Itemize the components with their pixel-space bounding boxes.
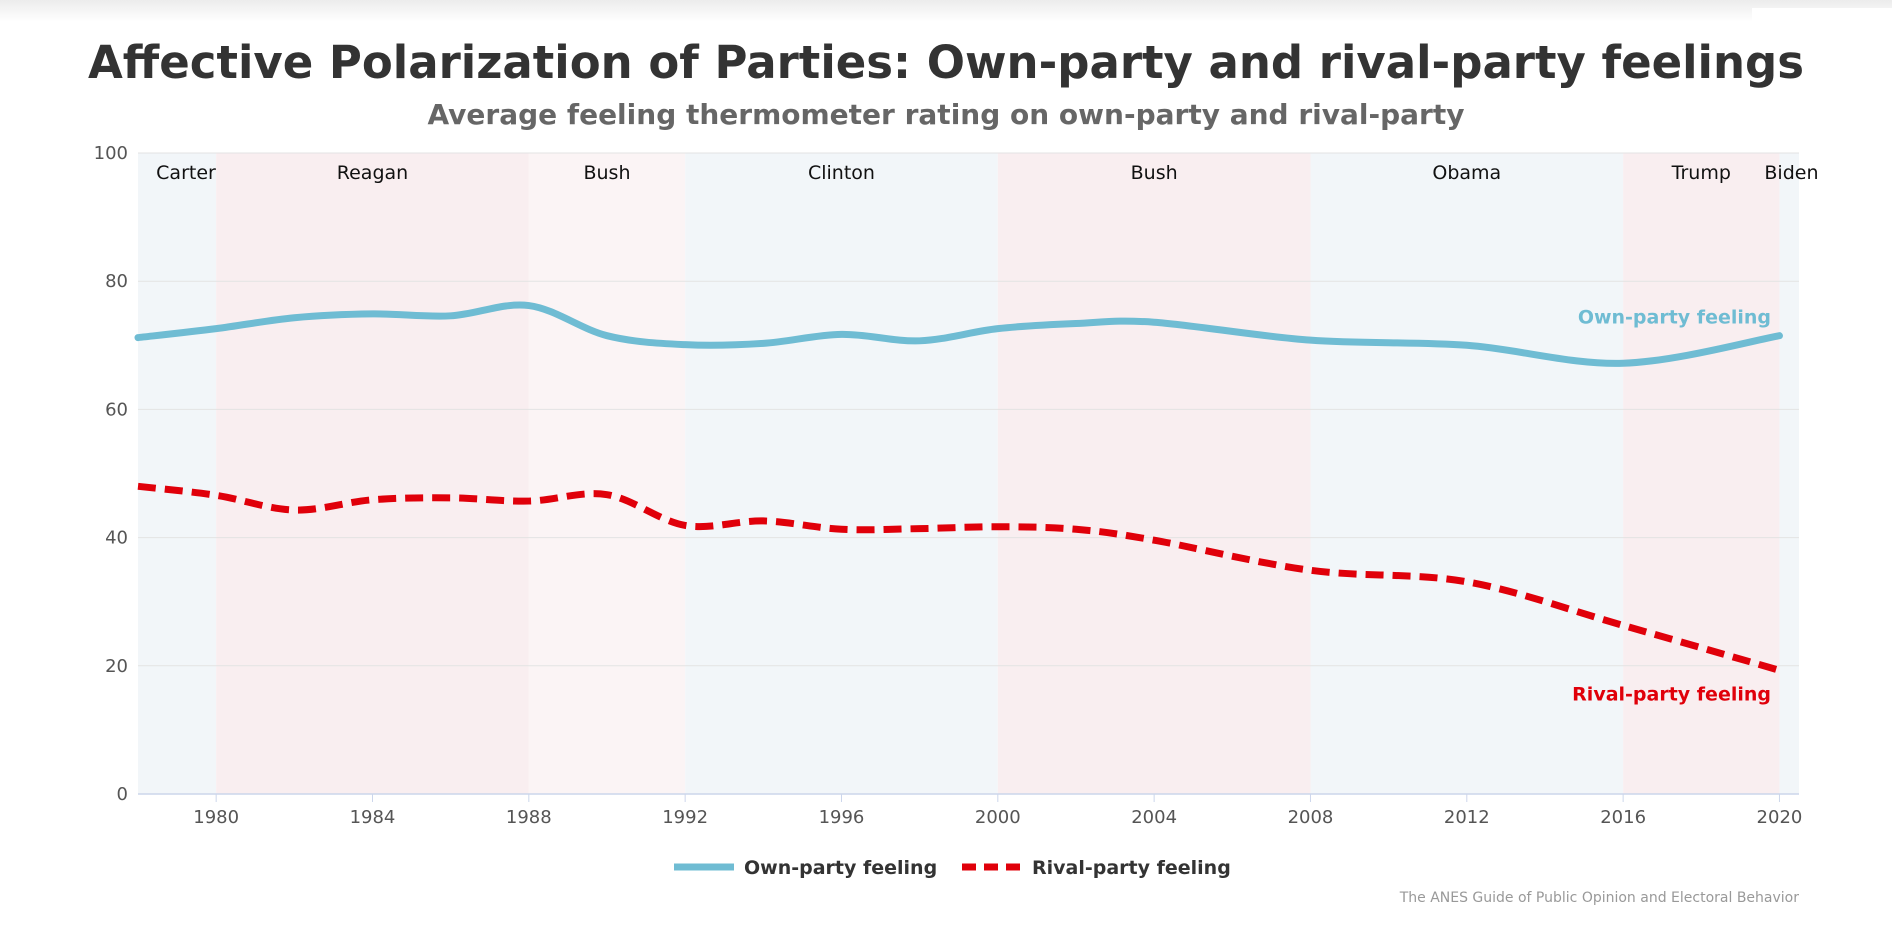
data-point-own-1978[interactable] (135, 335, 141, 341)
data-point-rival-1998[interactable] (917, 526, 923, 532)
data-point-rival-2008[interactable] (1307, 567, 1313, 573)
presidency-labels: Carter Reagan Bush Clinton Bush Obama Trump Bid… (156, 162, 1818, 184)
presidency-band-carter (138, 153, 217, 794)
presidency-label-reagan: Reagan (337, 162, 408, 184)
data-point-rival-1996[interactable] (838, 526, 844, 532)
data-point-own-1984[interactable] (369, 311, 375, 317)
legend-item-own-party[interactable]: Own-party feeling (674, 857, 937, 879)
data-point-rival-2020[interactable] (1776, 667, 1782, 673)
x-tick-label: 1996 (819, 807, 865, 828)
data-point-own-1996[interactable] (838, 331, 844, 337)
y-tick-label: 40 (105, 528, 128, 549)
x-tick-label: 1988 (506, 807, 552, 828)
data-point-rival-2004[interactable] (1151, 537, 1157, 543)
series-end-label-own-party: Own-party feeling (1578, 307, 1771, 329)
legend-own-party-label: Own-party feeling (744, 857, 937, 879)
y-tick-label: 0 (117, 784, 128, 805)
series-line-rival-party[interactable] (137, 482, 1781, 674)
x-tick-label: 2004 (1131, 807, 1177, 828)
data-point-own-1982[interactable] (291, 315, 297, 321)
data-point-own-1998[interactable] (917, 338, 923, 344)
presidency-band-clinton (685, 153, 998, 794)
x-tick-label: 2008 (1288, 807, 1334, 828)
data-point-rival-1994[interactable] (760, 518, 766, 524)
data-point-rival-2012[interactable] (1464, 579, 1470, 585)
data-point-own-1988[interactable] (526, 303, 532, 309)
data-point-rival-1986[interactable] (448, 495, 454, 501)
legend-item-rival-party[interactable]: Rival-party feeling (962, 857, 1231, 879)
presidency-band-bush (528, 153, 686, 794)
x-tick-label: 2016 (1600, 807, 1646, 828)
data-point-rival-1990[interactable] (604, 492, 610, 498)
presidency-band-obama (1310, 153, 1624, 794)
series-end-label-rival-party: Rival-party feeling (1572, 683, 1771, 705)
legend-rival-party-label: Rival-party feeling (1032, 857, 1231, 879)
data-point-own-1992[interactable] (682, 342, 688, 348)
corner-panel (1752, 8, 1892, 38)
presidency-label-bush: Bush (1131, 162, 1178, 184)
chart-subtitle: Average feeling thermometer rating on ow… (428, 98, 1465, 131)
presidency-band-biden (1779, 153, 1799, 794)
data-point-rival-1984[interactable] (369, 497, 375, 503)
x-tick-label: 1980 (193, 807, 239, 828)
presidency-label-carter: Carter (156, 162, 216, 184)
data-point-own-1986[interactable] (448, 313, 454, 319)
top-shadow-bar (0, 0, 1892, 22)
data-point-rival-2016[interactable] (1620, 622, 1626, 628)
data-point-rival-1980[interactable] (213, 492, 219, 498)
data-point-own-1980[interactable] (213, 326, 219, 332)
data-point-own-2002[interactable] (1073, 321, 1079, 327)
x-tick-label: 1992 (662, 807, 708, 828)
data-point-own-1990[interactable] (604, 333, 610, 339)
chart-credit[interactable]: The ANES Guide of Public Opinion and Ele… (1399, 890, 1800, 906)
data-point-rival-2002[interactable] (1073, 526, 1079, 532)
presidency-label-clinton: Clinton (808, 162, 875, 184)
y-tick-label: 60 (105, 399, 128, 420)
data-point-own-2000[interactable] (995, 326, 1001, 332)
data-point-own-2008[interactable] (1307, 337, 1313, 343)
data-point-rival-1978[interactable] (135, 483, 141, 489)
x-tick-label: 2000 (975, 807, 1021, 828)
x-tick-label: 2012 (1444, 807, 1490, 828)
series-line-own-party[interactable] (134, 301, 1783, 367)
data-point-own-2016[interactable] (1620, 360, 1626, 366)
x-tick-label: 2020 (1757, 807, 1803, 828)
legend: Own-party feeling Rival-party feeling (674, 857, 1231, 879)
data-point-own-2020[interactable] (1776, 333, 1782, 339)
presidency-label-biden: Biden (1764, 162, 1818, 184)
presidency-label-obama: Obama (1432, 162, 1501, 184)
presidency-band-bush (997, 153, 1311, 794)
y-tick-label: 80 (105, 271, 128, 292)
presidency-band-reagan (216, 153, 529, 794)
data-point-own-1994[interactable] (760, 340, 766, 346)
x-tick-label: 1984 (350, 807, 396, 828)
presidency-label-bush: Bush (583, 162, 630, 184)
presidency-label-trump: Trump (1671, 162, 1731, 184)
data-point-rival-1992[interactable] (682, 522, 688, 528)
chart-title: Affective Polarization of Parties: Own-p… (88, 36, 1804, 89)
gridlines (138, 152, 1799, 667)
data-point-own-2012[interactable] (1464, 342, 1470, 348)
presidency-band-trump (1623, 153, 1780, 794)
presidency-bands (138, 153, 1799, 794)
data-point-rival-1982[interactable] (291, 507, 297, 513)
data-point-rival-1988[interactable] (526, 498, 532, 504)
series-lines: Own-party feeling Rival-party feeling (134, 301, 1783, 705)
y-tick-label: 20 (105, 656, 128, 677)
y-tick-label: 100 (94, 143, 128, 164)
data-point-rival-2000[interactable] (995, 524, 1001, 530)
axes: 0 20 40 60 80 100 1980 1984 1988 1992 1996 2000 2004… (94, 143, 1803, 828)
data-point-own-2004[interactable] (1151, 319, 1157, 325)
